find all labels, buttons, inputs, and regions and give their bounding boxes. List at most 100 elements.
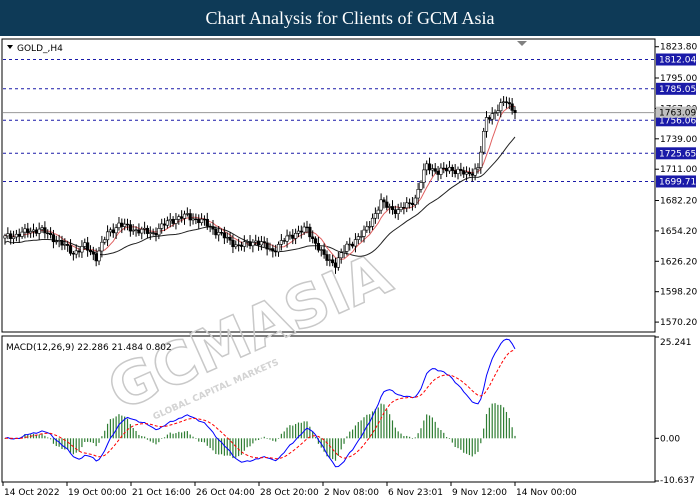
candle-body: [11, 236, 16, 239]
macd-histogram-bar: [67, 438, 69, 450]
candle-body: [393, 209, 397, 214]
y-tick-label: 1711.00: [660, 165, 697, 175]
candle-body: [456, 168, 460, 175]
candle-body: [291, 234, 295, 239]
macd-histogram-bar: [295, 423, 297, 439]
candle-body: [365, 226, 369, 231]
macd-histogram-bar: [463, 438, 465, 453]
macd-histogram-bar: [269, 438, 271, 440]
candle-body: [17, 233, 21, 237]
candle-body: [177, 216, 181, 220]
macd-histogram-bar: [428, 415, 431, 439]
macd-histogram-bar: [69, 438, 72, 453]
macd-histogram-bar: [363, 417, 365, 439]
candle-body: [493, 112, 497, 114]
candle-body: [3, 235, 7, 239]
level-badge: [656, 175, 696, 188]
candle-body: [433, 168, 437, 172]
macd-histogram-bar: [141, 436, 143, 439]
candle-body: [225, 236, 229, 239]
macd-histogram-bar: [423, 420, 425, 439]
candle-body: [6, 233, 10, 237]
macd-histogram-bar: [106, 423, 109, 439]
candle-body: [256, 240, 261, 246]
candle-body: [157, 228, 161, 236]
candle-body: [123, 223, 127, 227]
macd-histogram-bar: [186, 431, 188, 439]
macd-histogram-bar: [483, 428, 485, 439]
candle-body: [91, 251, 95, 255]
candle-body: [271, 248, 275, 252]
candle-body: [473, 168, 477, 176]
macd-histogram-bar: [317, 438, 320, 444]
candle-body: [476, 167, 480, 170]
candle-body: [279, 240, 283, 245]
candle-body: [182, 213, 187, 219]
macd-histogram-bar: [505, 411, 508, 439]
macd-histogram-bar: [61, 438, 63, 450]
macd-histogram-bar: [41, 433, 43, 439]
candle-body: [502, 101, 506, 104]
shift-marker-icon: [517, 41, 527, 46]
candle-body: [356, 236, 360, 240]
candle-body: [490, 113, 494, 120]
candle-body: [71, 253, 75, 255]
macd-histogram-bar: [104, 430, 106, 439]
macd-histogram-bar: [446, 437, 448, 439]
candle-body: [154, 232, 158, 236]
macd-histogram-bar: [189, 434, 191, 439]
macd-histogram-bar: [232, 438, 234, 459]
macd-histogram-bar: [451, 438, 453, 443]
macd-histogram-bar: [440, 430, 442, 439]
macd-histogram-bar: [135, 430, 137, 439]
candle-body: [202, 218, 207, 221]
macd-histogram-bar: [209, 438, 211, 449]
candle-body: [86, 242, 90, 251]
candle-body: [143, 227, 147, 230]
candle-body: [211, 226, 215, 230]
macd-histogram-bar: [124, 416, 126, 439]
candle-body: [419, 182, 423, 190]
candle-body: [265, 242, 269, 250]
macd-tick-label: 25.241: [660, 338, 692, 348]
macd-histogram-bar: [24, 434, 26, 439]
macd-histogram-bar: [275, 438, 277, 442]
macd-histogram-bar: [417, 433, 419, 439]
candle-body: [199, 218, 204, 224]
macd-histogram-bar: [329, 438, 331, 458]
candle-body: [194, 218, 198, 220]
candle-body: [345, 243, 349, 252]
macd-histogram-bar: [503, 407, 505, 439]
macd-histogram-bar: [95, 438, 97, 447]
macd-histogram-bar: [272, 438, 274, 441]
macd-histogram-bar: [47, 437, 49, 439]
macd-histogram-bar: [349, 431, 351, 439]
y-tick-label: 1795.00: [660, 74, 697, 84]
candle-body: [83, 242, 87, 247]
candle-body: [296, 230, 301, 234]
candle-body: [484, 117, 489, 132]
candle-body: [510, 103, 514, 111]
candle-body: [442, 167, 446, 170]
candle-body: [322, 249, 326, 255]
macd-histogram-bar: [297, 422, 300, 439]
macd-histogram-bar: [92, 438, 94, 443]
candle-body: [188, 213, 192, 221]
page-title: Chart Analysis for Clients of GCM Asia: [0, 0, 700, 36]
candle-body: [165, 220, 170, 226]
candle-body: [370, 217, 375, 227]
x-tick-label: 19 Oct 00:00: [68, 488, 127, 498]
macd-histogram-bar: [98, 438, 100, 443]
candle-body: [459, 168, 463, 171]
macd-histogram-bar: [161, 438, 163, 439]
candle-body: [128, 224, 132, 232]
macd-histogram-bar: [397, 431, 399, 439]
macd-panel-frame: [1, 335, 656, 483]
candle-body: [148, 232, 152, 234]
candle-body: [288, 234, 292, 237]
candle-body: [413, 197, 417, 206]
macd-histogram-bar: [411, 438, 414, 439]
candle-body: [234, 244, 238, 248]
macd-histogram-bar: [514, 435, 516, 439]
macd-histogram-bar: [391, 420, 394, 439]
